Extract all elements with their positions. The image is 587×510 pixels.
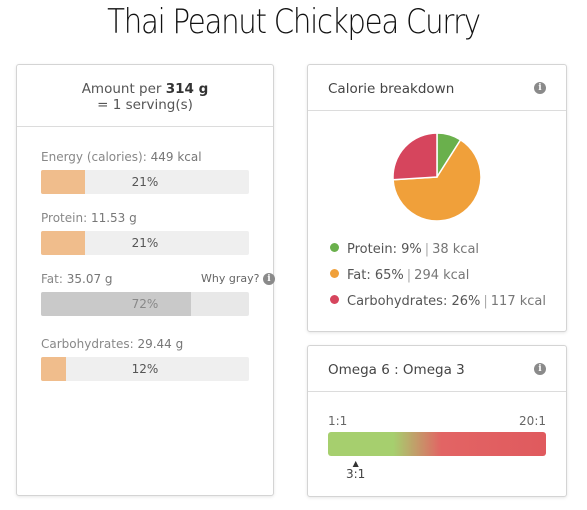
carbohydrates-bar: 12% [41, 357, 249, 381]
calorie-pie-chart [392, 132, 482, 222]
calorie-legend: Protein: 9% | 38 kcal Fat: 65% | 294 kcal Ca… [330, 241, 546, 319]
legend-label: Fat: [347, 268, 371, 283]
marker-arrow-icon: ▲ [352, 459, 359, 468]
legend-item-protein: Protein: 9% | 38 kcal [330, 241, 546, 267]
info-icon[interactable]: i [534, 363, 546, 375]
nutrient-value: 35.07 g [66, 272, 113, 286]
legend-label: Carbohydrates: [347, 294, 448, 309]
nutrient-energy: Energy (calories): 449 kcal 21% [41, 149, 249, 194]
legend-percent: 65% [374, 268, 404, 283]
omega-marker: ▲ 3:1 [346, 459, 366, 482]
pie-slice-fat [392, 138, 482, 222]
omega-ratio-card: Omega 6 : Omega 3 i 1:1 20:1 ▲ 3:1 [307, 345, 567, 497]
nutrient-protein: Protein: 11.53 g 21% [41, 210, 249, 255]
nutrient-name: Protein: [41, 211, 88, 225]
carbohydrates-dot-icon [330, 295, 339, 304]
omega-marker-label: 3:1 [346, 467, 366, 481]
nutrient-name: Fat: [41, 272, 63, 286]
legend-item-fat: Fat: 65% | 294 kcal [330, 267, 546, 293]
why-gray-label[interactable]: Why gray? [201, 272, 260, 285]
nutrient-name: Carbohydrates: [41, 337, 134, 351]
nutrient-carbohydrates: Carbohydrates: 29.44 g 12% [41, 336, 249, 381]
protein-bar-fill [41, 231, 85, 255]
nutrition-card: Amount per 314 g = 1 serving(s) Energy (… [16, 64, 275, 496]
carbohydrates-bar-fill [41, 357, 66, 381]
fat-dot-icon [330, 269, 339, 278]
omega-scale-max: 20:1 [519, 414, 546, 428]
serving-amount: Amount per 314 g = 1 serving(s) [17, 65, 273, 127]
pie-slice-carbohydrates [392, 132, 438, 181]
carbohydrates-percent: 12% [131, 362, 159, 376]
omega-scale-min: 1:1 [328, 414, 348, 428]
info-icon[interactable]: i [534, 82, 546, 94]
info-icon[interactable]: i [263, 273, 275, 285]
fat-bar-fill [41, 292, 191, 316]
protein-dot-icon [330, 243, 339, 252]
energy-bar: 21% [41, 170, 249, 194]
amount-value: 314 g [165, 81, 209, 97]
nutrient-value: 449 kcal [150, 150, 202, 164]
legend-kcal: 294 kcal [414, 268, 470, 283]
legend-percent: 9% [401, 242, 422, 257]
protein-bar: 21% [41, 231, 249, 255]
nutrient-fat: Fat: 35.07 g Why gray? i 72% [41, 271, 275, 316]
omega-heading: Omega 6 : Omega 3 [328, 362, 465, 378]
omega-scale: 1:1 20:1 [328, 414, 546, 428]
legend-percent: 26% [451, 294, 481, 309]
omega-gradient-bar [328, 432, 546, 456]
fat-bar: 72% [41, 292, 249, 316]
legend-kcal: 38 kcal [432, 242, 480, 257]
calorie-breakdown-card: Calorie breakdown i Protein: 9% | 38 kcal … [307, 64, 567, 332]
energy-bar-fill [41, 170, 85, 194]
nutrient-value: 11.53 g [90, 211, 137, 225]
legend-label: Protein: [347, 242, 397, 257]
page-title: Thai Peanut Chickpea Curry [107, 2, 481, 42]
fat-percent: 72% [131, 297, 159, 311]
serving-count: = 1 serving(s) [97, 97, 193, 113]
legend-kcal: 117 kcal [490, 294, 546, 309]
calorie-breakdown-heading: Calorie breakdown [328, 81, 455, 97]
nutrient-value: 29.44 g [137, 337, 184, 351]
nutrient-name: Energy (calories): [41, 150, 147, 164]
amount-prefix: Amount per [81, 81, 162, 97]
energy-percent: 21% [131, 175, 159, 189]
protein-percent: 21% [131, 236, 159, 250]
legend-item-carbohydrates: Carbohydrates: 26% | 117 kcal [330, 293, 546, 319]
why-gray-link[interactable]: Why gray? i [201, 271, 275, 287]
